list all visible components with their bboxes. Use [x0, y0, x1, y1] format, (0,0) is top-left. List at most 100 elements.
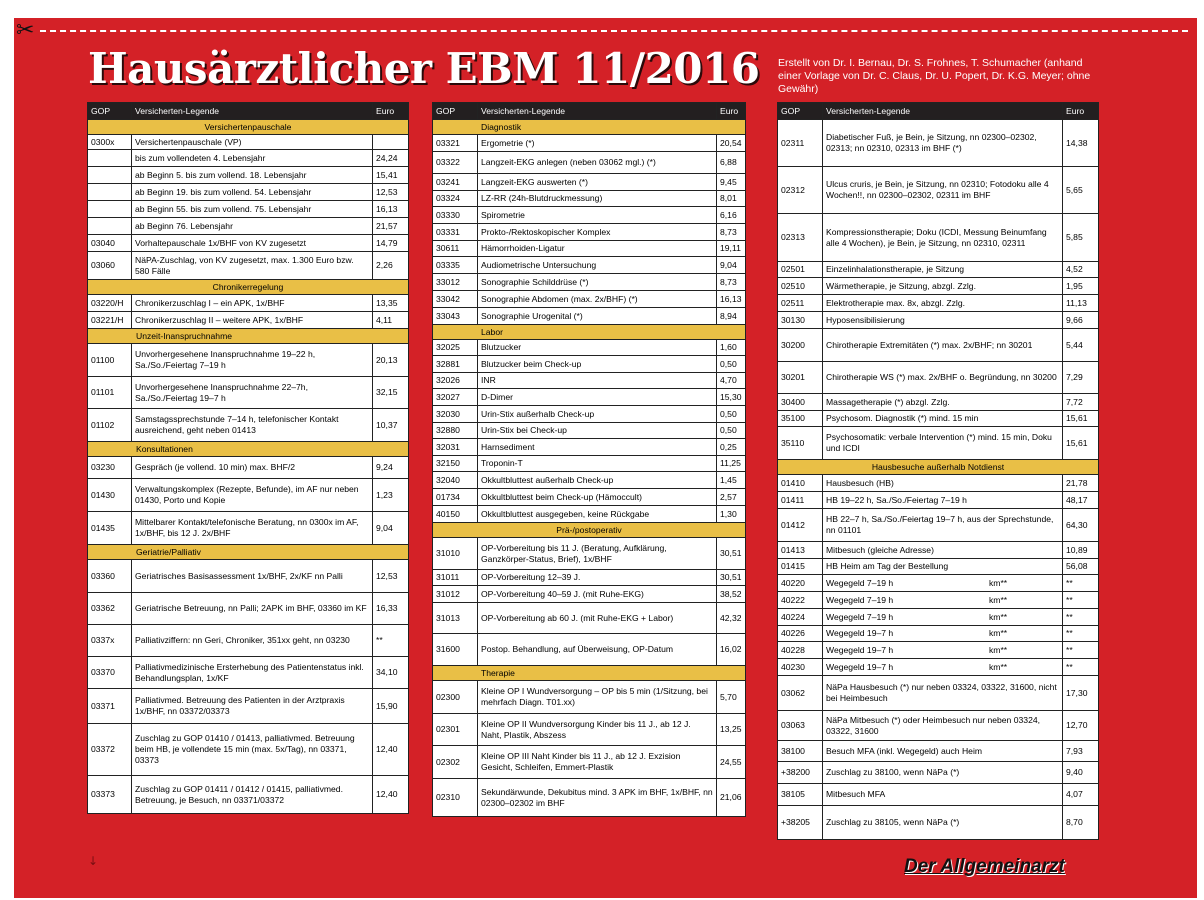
legend-cell: Zuschlag zu GOP 01411 / 01412 / 01415, p… — [131, 775, 373, 814]
legend-cell: INR — [477, 372, 717, 389]
cut-line — [40, 30, 1188, 32]
euro-cell: 16,33 — [372, 592, 409, 625]
legend-cell: Besuch MFA (inkl. Wegegeld) auch Heim — [822, 740, 1063, 762]
table-row: 03370 Palliativmedizinische Ersterhebung … — [87, 656, 409, 689]
gop-cell: 01413 — [777, 541, 823, 559]
table-row: ab Beginn 19. bis zum vollend. 54. Leben… — [87, 183, 409, 201]
gop-cell: 31600 — [432, 633, 478, 666]
legend-cell: Gespräch (je vollend. 10 min) max. BHF/2 — [131, 456, 373, 479]
legend-text: Wärmetherapie, je Sitzung, abzgl. Zzlg. — [826, 280, 976, 291]
euro-cell: 21,78 — [1062, 474, 1099, 492]
euro-cell: 10,89 — [1062, 541, 1099, 559]
section-header: Prä-/postoperativ — [432, 522, 746, 538]
euro-cell: 13,25 — [716, 713, 746, 746]
legend-cell: Harnsediment — [477, 438, 717, 456]
legend-cell: Mittelbarer Kontakt/telefonische Beratun… — [131, 511, 373, 545]
gop-cell: 33043 — [432, 307, 478, 325]
gop-cell: 03371 — [87, 688, 132, 724]
section-label: Diagnostik — [432, 119, 746, 135]
gop-cell: 03373 — [87, 775, 132, 814]
header-euro: Euro — [372, 102, 409, 120]
gop-cell: 31010 — [432, 537, 478, 570]
gop-cell: 03330 — [432, 206, 478, 224]
table-row: 03241 Langzeit-EKG auswerten (*) 9,45 — [432, 173, 746, 191]
legend-cell: Mitbesuch MFA — [822, 783, 1063, 806]
legend-text: Wegegeld 19–7 h — [826, 661, 894, 672]
euro-cell: 30,51 — [716, 537, 746, 570]
table-row: 32027 D-Dimer 15,30 — [432, 388, 746, 406]
table-row: 02313 Kompressionstherapie; Doku (ICDI, M… — [777, 213, 1099, 262]
legend-cell: Kleine OP III Naht Kinder bis 11 J., ab … — [477, 745, 717, 779]
gop-cell: 01430 — [87, 478, 132, 512]
table-header: GOP Versicherten-Legende Euro — [432, 102, 746, 120]
legend-text: Wegegeld 7–19 h — [826, 577, 894, 588]
legend-cell: Blutzucker beim Check-up — [477, 355, 717, 373]
euro-cell: 2,57 — [716, 488, 746, 506]
legend-cell: Sekundärwunde, Dekubitus mind. 3 APK im … — [477, 778, 717, 817]
legend-text: Unvorhergesehene Inanspruchnahme 19–22 h… — [135, 349, 316, 370]
euro-cell: 9,04 — [372, 511, 409, 545]
legend-text: OP-Vorbereitung 12–39 J. — [481, 572, 581, 582]
gop-cell: 03321 — [432, 134, 478, 152]
legend-cell: NäPa Mitbesuch (*) oder Heimbesuch nur n… — [822, 710, 1063, 741]
gop-cell: 01411 — [777, 491, 823, 509]
legend-cell: ab Beginn 76. Lebensjahr — [131, 217, 373, 235]
table-row: 40230 Wegegeld 19–7 h km** ** — [777, 658, 1099, 676]
arrow-down-icon: ↓ — [88, 854, 99, 868]
table-row: ab Beginn 55. bis zum vollend. 75. Leben… — [87, 200, 409, 218]
gop-cell: 30400 — [777, 393, 823, 411]
gop-cell: 02311 — [777, 119, 823, 167]
euro-cell: 20,13 — [372, 343, 409, 377]
table-row: 32030 Urin-Stix außerhalb Check-up 0,50 — [432, 405, 746, 423]
table-row: +38205 Zuschlag zu 38105, wenn NäPa (*) 8,… — [777, 805, 1099, 840]
legend-text: Wegegeld 7–19 h — [826, 611, 894, 622]
euro-cell: 0,25 — [716, 438, 746, 456]
legend-text: Blutzucker beim Check-up — [481, 358, 582, 369]
gop-cell: 35110 — [777, 426, 823, 460]
gop-cell: 03324 — [432, 190, 478, 207]
legend-text: Einzelinhalationstherapie, je Sitzung — [826, 264, 965, 274]
legend-cell: Palliativmed. Betreuung des Patienten in… — [131, 688, 373, 724]
legend-cell: ab Beginn 19. bis zum vollend. 54. Leben… — [131, 183, 373, 201]
table-row: 03372 Zuschlag zu GOP 01410 / 01413, pall… — [87, 723, 409, 776]
ebm-table-left: GOP Versicherten-Legende Euro Versichertenp… — [87, 102, 409, 814]
legend-text: Zuschlag zu GOP 01411 / 01412 / 01415, p… — [135, 783, 343, 805]
legend-cell: Hausbesuch (HB) — [822, 474, 1063, 492]
euro-cell: 11,25 — [716, 455, 746, 472]
gop-cell: 31013 — [432, 602, 478, 634]
legend-text: INR — [481, 375, 496, 385]
legend-text: Elektrotherapie max. 8x, abzgl. Zzlg. — [826, 297, 965, 308]
euro-cell: 24,55 — [716, 745, 746, 779]
legend-text: Mitbesuch MFA — [826, 789, 886, 799]
table-row: 32026 INR 4,70 — [432, 372, 746, 389]
euro-cell: 12,40 — [372, 723, 409, 776]
legend-cell: Samstagssprechstunde 7–14 h, telefonisch… — [131, 408, 373, 442]
euro-cell: 0,50 — [716, 405, 746, 423]
table-row: 03040 Vorhaltepauschale 1x/BHF von KV zug… — [87, 234, 409, 252]
table-row: 03362 Geriatrische Betreuung, nn Palli; 2… — [87, 592, 409, 625]
gop-cell: 38100 — [777, 740, 823, 762]
gop-cell: 01100 — [87, 343, 132, 377]
legend-text: Blutzucker — [481, 342, 522, 352]
table-row: 38105 Mitbesuch MFA 4,07 — [777, 783, 1099, 806]
table-row: 0300x Versichertenpauschale (VP) — [87, 134, 409, 150]
gop-cell: 02310 — [432, 778, 478, 817]
table-row: 31600 Postop. Behandlung, auf Überweisung… — [432, 633, 746, 666]
header-legend: Versicherten-Legende — [477, 102, 717, 120]
euro-cell: 9,45 — [716, 173, 746, 191]
legend-cell: Elektrotherapie max. 8x, abzgl. Zzlg. — [822, 294, 1063, 312]
legend-cell: ab Beginn 5. bis zum vollend. 18. Lebens… — [131, 166, 373, 184]
table-row: 02311 Diabetischer Fuß, je Bein, je Sitzu… — [777, 119, 1099, 167]
euro-cell: 30,51 — [716, 569, 746, 586]
legend-text: D-Dimer — [481, 391, 513, 402]
table-row: 01102 Samstagssprechstunde 7–14 h, telefo… — [87, 408, 409, 442]
legend-cell: Unvorhergesehene Inanspruchnahme 22–7h, … — [131, 376, 373, 409]
legend-cell: Hämorrhoiden-Ligatur — [477, 240, 717, 257]
table-row: 38100 Besuch MFA (inkl. Wegegeld) auch He… — [777, 740, 1099, 762]
legend-cell: Mitbesuch (gleiche Adresse) — [822, 541, 1063, 559]
euro-cell — [372, 134, 409, 150]
table-row: 03360 Geriatrisches Basisassessment 1x/BH… — [87, 559, 409, 593]
euro-cell: 24,24 — [372, 149, 409, 167]
legend-text: Psychosom. Diagnostik (*) mind. 15 min — [826, 413, 979, 423]
